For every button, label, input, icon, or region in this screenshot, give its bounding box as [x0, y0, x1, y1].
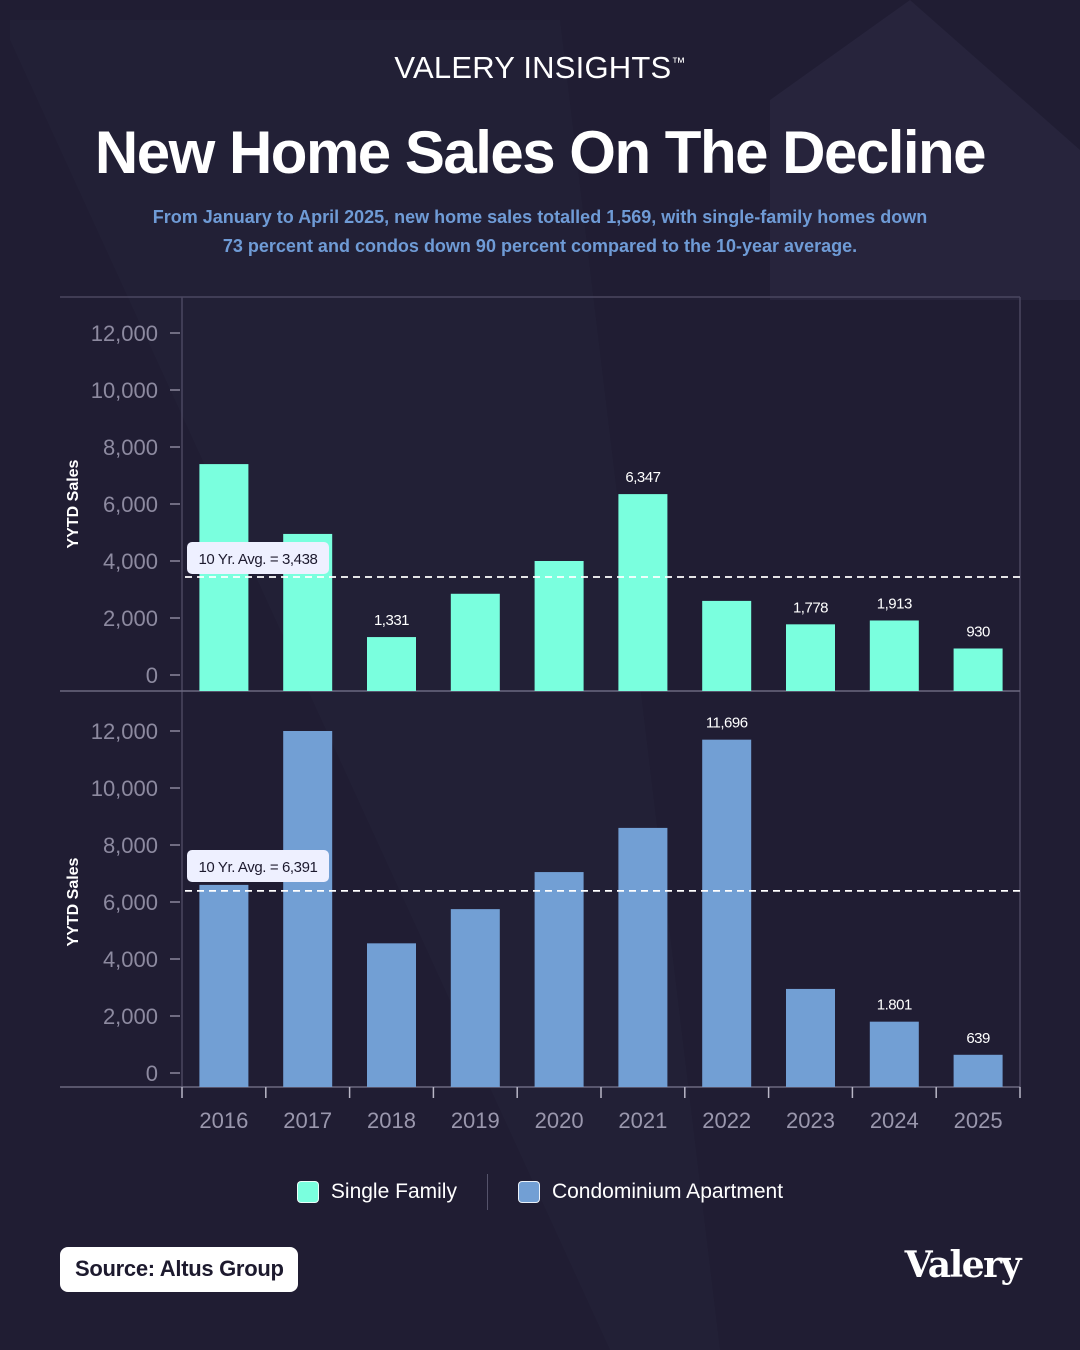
page-subtitle: From January to April 2025, new home sal… [110, 203, 970, 261]
brand-header: VALERY INSIGHTS™ [0, 50, 1080, 86]
x-tick-label-2021: 2021 [618, 1108, 667, 1133]
x-tick-label-2022: 2022 [702, 1108, 751, 1133]
bar-2016 [199, 884, 249, 1087]
subtitle-line-1: From January to April 2025, new home sal… [152, 207, 928, 227]
page-title: New Home Sales On The Decline [94, 119, 987, 186]
bar-2018 [367, 637, 416, 691]
bar-2019 [450, 593, 500, 691]
y-tick-label: 8,000 [103, 435, 158, 460]
x-tick-label-2016: 2016 [199, 1108, 248, 1133]
bar-2018 [367, 943, 416, 1087]
bar-2021 [618, 827, 668, 1087]
y-tick-label: 10,000 [91, 776, 158, 801]
average-label: 10 Yr. Avg. = 6,391 [198, 859, 317, 876]
y-tick-label: 6,000 [103, 492, 158, 517]
legend-item-single-family: Single Family [296, 1180, 457, 1204]
y-tick-label: 10,000 [91, 378, 158, 403]
x-tick-label-2025: 2025 [954, 1108, 1003, 1133]
data-label-2018: 1,331 [374, 612, 409, 629]
legend-item-condo: Condominium Apartment [517, 1180, 784, 1204]
bar-2025 [953, 648, 1003, 691]
x-tick-label-2017: 2017 [283, 1108, 332, 1133]
bar-2019 [450, 909, 500, 1087]
chart-legend: Single Family Condominium Apartment [0, 1174, 1080, 1210]
y-tick-label: 2,000 [103, 606, 158, 631]
bar-2021 [618, 494, 668, 691]
bar-2025 [953, 1054, 1003, 1087]
average-label-box [187, 850, 329, 882]
bar-2024 [869, 1021, 919, 1087]
bar-2024 [869, 620, 919, 691]
legend-divider [486, 1174, 488, 1210]
y-tick-label: 2,000 [103, 1004, 158, 1029]
bar-2020 [534, 872, 584, 1087]
data-label-2025: 639 [966, 1030, 990, 1047]
bar-2020 [534, 561, 584, 691]
bar-2023 [786, 988, 835, 1087]
bar-2022 [702, 739, 752, 1087]
y-tick-label: 0 [146, 1061, 158, 1086]
legend-label-condo: Condominium Apartment [551, 1180, 784, 1203]
bar-2022 [702, 600, 752, 691]
data-label-2022: 11,696 [706, 715, 748, 732]
data-label-2023: 1,778 [793, 599, 828, 616]
y-axis-title: YYTD Sales [65, 857, 82, 946]
bar-2023 [786, 624, 835, 691]
data-label-2025: 930 [966, 623, 990, 640]
data-label-2024: 1.801 [877, 997, 912, 1014]
y-tick-label: 4,000 [103, 947, 158, 972]
x-tick-label-2024: 2024 [870, 1108, 919, 1133]
trademark-mark: ™ [671, 54, 686, 70]
x-tick-label-2023: 2023 [786, 1108, 835, 1133]
y-tick-label: 4,000 [103, 549, 158, 574]
source-badge: Source: Altus Group [60, 1247, 298, 1292]
brand-name: VALERY INSIGHTS [394, 50, 672, 85]
y-tick-label: 0 [146, 663, 158, 688]
single-family-swatch [296, 1181, 319, 1203]
condo-swatch [517, 1181, 540, 1203]
x-tick-label-2019: 2019 [451, 1108, 500, 1133]
average-label-box [187, 542, 329, 574]
x-tick-label-2020: 2020 [535, 1108, 584, 1133]
subtitle-line-2: 73 percent and condos down 90 percent co… [222, 236, 858, 256]
legend-label-single-family: Single Family [330, 1180, 457, 1203]
average-label: 10 Yr. Avg. = 3,438 [198, 551, 317, 568]
y-tick-label: 12,000 [91, 719, 158, 744]
x-tick-label-2018: 2018 [367, 1108, 416, 1133]
data-label-2021: 6,347 [625, 469, 660, 486]
y-tick-label: 6,000 [103, 890, 158, 915]
y-tick-label: 8,000 [103, 833, 158, 858]
y-axis-title: YYTD Sales [65, 459, 82, 548]
valery-logo: Valery [904, 1244, 1022, 1286]
bar-2017 [283, 731, 333, 1087]
data-label-2024: 1,913 [877, 595, 912, 612]
y-tick-label: 12,000 [91, 321, 158, 346]
